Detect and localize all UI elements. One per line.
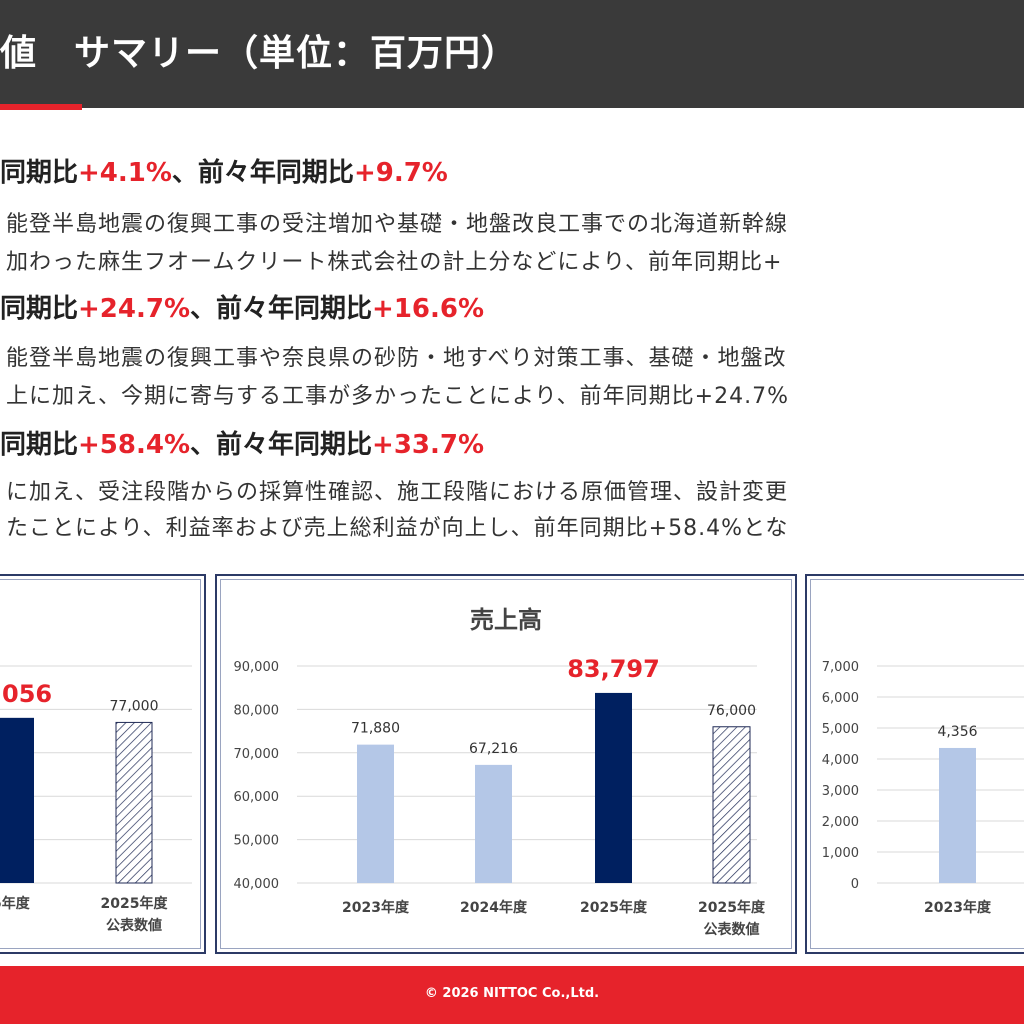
chart-sales-svg: 40,000 50,000 60,000 70,000 80,000 90,000 71,8… — [234, 655, 766, 938]
category-label: 2025年度 — [580, 899, 648, 916]
section-3-line-2: たことにより、利益率および売上総利益が向上し、前年同期比+58.4%とな — [6, 516, 789, 541]
chart-title-sales: 売上高 — [470, 606, 542, 634]
section-3-line-1: に加え、受注段階からの採算性確認、施工段階における原価管理、設計変更 — [6, 480, 789, 505]
y-tick-label: 80,000 — [234, 703, 280, 718]
bar-1 — [115, 721, 153, 884]
section-2-line-1: 能登半島地震の復興工事や奈良県の砂防・地すべり対策工事、基礎・地盤改 — [6, 346, 787, 371]
y-tick-label: 5,000 — [822, 722, 859, 737]
footer-bar: © 2026 NITTOC Co.,Ltd. — [0, 966, 1024, 1024]
chart-panel-sales: 売上高 40,000 50,000 60,000 70,000 80,000 90,000… — [215, 574, 797, 954]
y-tick-label: 0 — [851, 877, 859, 892]
y-tick-label: 1,000 — [822, 846, 859, 861]
page-title: 値 サマリー（単位：百万円） — [0, 33, 519, 74]
section-1-line-2: 加わった麻生フオームクリート株式会社の計上分などにより、前年同期比+ — [6, 250, 783, 275]
bar-0 — [357, 744, 394, 883]
y-tick-label: 6,000 — [822, 691, 859, 706]
section-3-heading: 同期比+58.4%、前々年同期比+33.7% — [0, 424, 484, 461]
bar-0 — [939, 747, 976, 883]
category-label: 2025年度 — [101, 895, 169, 912]
bar-0 — [0, 717, 34, 883]
y-tick-label: 7,000 — [822, 660, 859, 675]
section-3-yoy: +58.4% — [78, 430, 191, 460]
data-label: 71,880 — [351, 721, 400, 737]
bar-2 — [595, 692, 632, 883]
category-label: 2025年度 — [698, 899, 766, 916]
section-2-heading: 同期比+24.7%、前々年同期比+16.6% — [0, 288, 484, 325]
section-1-heading: 同期比+4.1%、前々年同期比+9.7% — [0, 152, 448, 189]
section-2-two-year: +16.6% — [372, 294, 485, 324]
y-tick-label: 70,000 — [234, 747, 280, 762]
data-label: 4,356 — [937, 724, 977, 740]
y-tick-label: 4,000 — [822, 753, 859, 768]
section-2-yoy: +24.7% — [78, 294, 191, 324]
chart-right-svg: 0 1,000 2,000 3,000 4,000 5,000 6,000 7,000 4,35… — [822, 660, 1024, 916]
section-1-label-a: 同期比 — [0, 158, 79, 188]
category-label: 2023年度 — [342, 899, 410, 916]
copyright-text: © 2026 NITTOC Co.,Ltd. — [424, 986, 600, 1001]
category-label: 2023年度 — [924, 899, 992, 916]
section-3-label-a: 同期比 — [0, 430, 79, 460]
y-tick-label: 50,000 — [234, 834, 280, 849]
y-tick-label: 2,000 — [822, 815, 859, 830]
section-1-two-year: +9.7% — [353, 158, 448, 188]
data-label: 77,000 — [110, 698, 159, 714]
data-label: 76,000 — [707, 703, 756, 719]
data-label: 83,797 — [567, 655, 660, 683]
y-tick-label: 40,000 — [234, 877, 280, 892]
bar-1 — [475, 764, 512, 883]
section-2-line-2: 上に加え、今期に寄与する工事が多かったことにより、前年同期比+24.7% — [6, 384, 790, 409]
section-1-label-b: 、前々年同期比 — [171, 158, 354, 188]
section-2-label-a: 同期比 — [0, 294, 79, 324]
section-2-label-b: 、前々年同期比 — [190, 294, 373, 324]
section-3-two-year: +33.7% — [372, 430, 485, 460]
category-label: 公表数値 — [704, 921, 760, 938]
section-3-label-b: 、前々年同期比 — [190, 430, 373, 460]
y-tick-label: 3,000 — [822, 784, 859, 799]
data-label: 67,216 — [469, 741, 518, 757]
section-1-line-1: 能登半島地震の復興工事の受注増加や基礎・地盤改良工事での北海道新幹線 — [6, 212, 789, 237]
bar-3 — [712, 726, 751, 884]
category-label: 5年度 — [0, 895, 31, 912]
chart-panel-right: 0 1,000 2,000 3,000 4,000 5,000 6,000 7,000 4,35… — [805, 574, 1024, 954]
category-label: 2024年度 — [460, 899, 528, 916]
y-tick-label: 60,000 — [234, 790, 280, 805]
header-bar: 値 サマリー（単位：百万円） — [0, 0, 1024, 108]
category-label: 公表数値 — [106, 917, 162, 934]
header-accent-line — [0, 104, 82, 110]
data-label: 056 — [2, 680, 52, 708]
section-1-yoy: +4.1% — [78, 158, 172, 188]
y-tick-label: 90,000 — [234, 660, 280, 675]
